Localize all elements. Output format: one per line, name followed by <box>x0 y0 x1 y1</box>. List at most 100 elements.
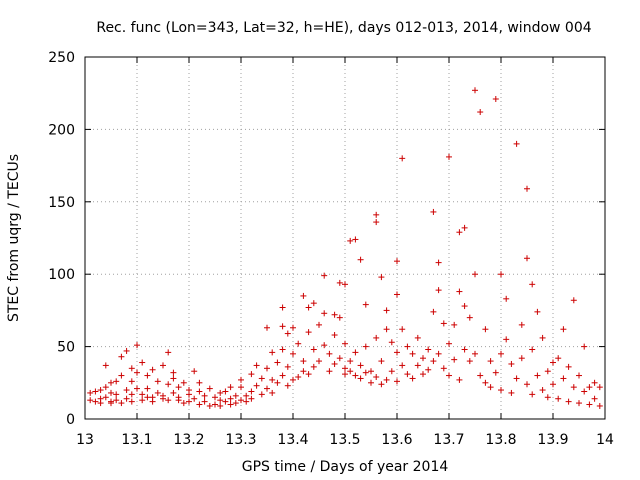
y-tick-label: 0 <box>66 412 75 428</box>
data-point <box>472 271 478 278</box>
x-tick-label: 13.6 <box>381 432 412 448</box>
data-point <box>212 401 218 408</box>
data-point <box>368 368 374 375</box>
data-point <box>404 343 411 350</box>
data-point <box>279 323 286 330</box>
data-point <box>128 365 135 372</box>
data-point <box>347 368 354 375</box>
data-point <box>446 153 452 160</box>
data-point <box>586 401 593 408</box>
data-point <box>529 281 536 288</box>
data-point <box>383 326 390 333</box>
data-point <box>513 140 520 147</box>
data-point <box>102 362 109 369</box>
data-point <box>539 387 546 394</box>
data-point <box>175 394 182 401</box>
x-tick-label: 13.8 <box>485 432 516 448</box>
data-point <box>362 301 369 308</box>
data-point <box>508 360 515 367</box>
data-point <box>498 350 504 357</box>
y-tick-label: 250 <box>48 50 75 66</box>
data-point <box>394 258 400 265</box>
data-point <box>258 375 265 382</box>
data-point <box>279 372 286 379</box>
data-point <box>243 392 250 399</box>
data-point <box>222 388 229 395</box>
data-point <box>388 368 395 375</box>
data-point <box>581 388 588 395</box>
data-point <box>472 350 478 357</box>
data-point <box>570 297 577 304</box>
data-point <box>248 395 255 402</box>
data-point <box>191 368 198 375</box>
data-point <box>175 384 182 391</box>
data-point <box>388 339 395 346</box>
data-point <box>149 366 156 373</box>
data-point <box>336 279 343 286</box>
x-tick-label: 13.9 <box>537 432 568 448</box>
data-point <box>498 271 504 278</box>
data-point <box>414 334 421 341</box>
data-point <box>128 378 135 385</box>
data-point <box>342 371 348 378</box>
data-point <box>144 385 151 392</box>
data-point <box>425 346 432 353</box>
data-point <box>284 382 291 389</box>
y-tick-label: 100 <box>48 267 75 283</box>
data-point <box>284 330 291 337</box>
data-point <box>139 397 146 404</box>
data-point <box>144 372 151 379</box>
data-point <box>217 389 224 396</box>
data-point <box>461 224 468 231</box>
data-point <box>154 389 161 396</box>
data-point <box>186 387 192 394</box>
data-point <box>399 362 406 369</box>
data-point <box>440 365 447 372</box>
data-point <box>295 374 302 381</box>
data-point <box>352 349 359 356</box>
data-point <box>373 374 380 381</box>
data-point <box>97 387 104 394</box>
data-point <box>529 346 536 353</box>
data-point <box>160 362 166 369</box>
data-point <box>565 398 572 405</box>
data-point <box>373 211 380 218</box>
data-point <box>539 334 546 341</box>
data-point <box>290 376 296 383</box>
data-point <box>295 340 302 347</box>
data-point <box>466 314 473 321</box>
data-point <box>139 391 146 398</box>
data-point <box>430 308 437 315</box>
data-point <box>118 353 125 360</box>
data-point <box>456 288 463 295</box>
data-point <box>472 87 478 94</box>
data-point <box>238 384 244 391</box>
data-point <box>555 395 562 402</box>
data-point <box>108 389 114 396</box>
data-point <box>300 368 307 375</box>
data-point <box>196 379 203 386</box>
data-point <box>477 109 484 116</box>
x-tick-label: 13.7 <box>433 432 464 448</box>
data-point <box>383 376 390 383</box>
data-point <box>326 350 333 357</box>
data-point <box>596 402 603 409</box>
data-point <box>134 385 140 392</box>
data-point <box>326 368 333 375</box>
data-point <box>128 398 135 405</box>
data-point <box>128 391 135 398</box>
data-point <box>300 358 307 365</box>
data-point <box>305 304 312 311</box>
y-tick-label: 50 <box>57 340 75 356</box>
data-point <box>238 376 244 383</box>
data-point <box>570 384 577 391</box>
data-point <box>524 185 530 192</box>
data-point <box>274 359 281 366</box>
data-point <box>284 363 291 370</box>
data-point <box>290 350 296 357</box>
data-point <box>435 259 442 266</box>
y-axis-label: STEC from uqrg / TECUs <box>6 154 22 322</box>
chart-title: Rec. func (Lon=343, Lat=32, h=HE), days … <box>96 20 591 36</box>
x-tick-label: 13 <box>76 432 94 448</box>
